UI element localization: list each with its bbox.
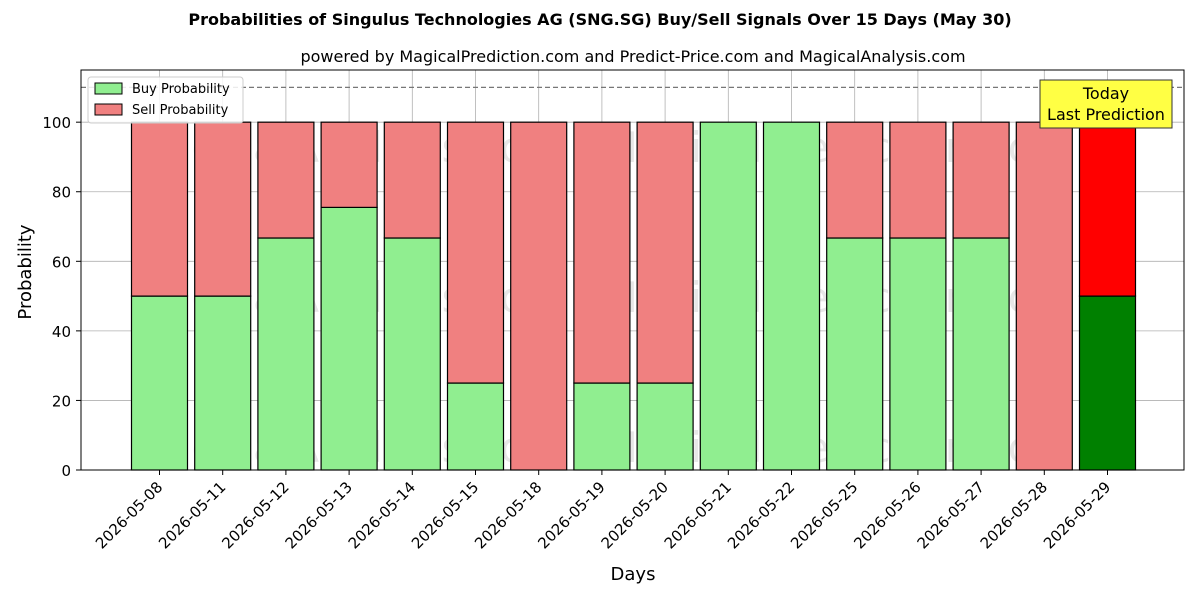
y-tick-labels: 0 20 40 60 80 100 [42, 114, 81, 480]
sell-bar [383, 121, 441, 239]
sell-bar [320, 121, 378, 208]
legend-buy-label: Buy Probability [132, 82, 230, 97]
legend-sell-swatch [94, 103, 123, 116]
sell-bar [952, 121, 1010, 239]
sell-bar [636, 121, 694, 384]
sell-bar [573, 121, 631, 384]
y-tick-label: 80 [52, 184, 71, 202]
today-annotation: Today Last Prediction [1039, 79, 1173, 129]
x-tick-label: 2026-05-29 [1040, 478, 1114, 552]
x-tick-label: 2026-05-19 [534, 478, 608, 552]
buy-bar [762, 121, 821, 471]
x-tick-label: 2026-05-15 [408, 478, 482, 552]
x-tick-label: 2026-05-18 [471, 478, 545, 552]
y-tick-label: 100 [42, 114, 71, 132]
buy-bar [383, 237, 441, 471]
x-tick-label: 2026-05-22 [724, 478, 798, 552]
y-tick-label: 0 [61, 462, 71, 480]
annotation-line-last-prediction: Last Prediction [1047, 105, 1165, 124]
legend-buy-swatch [94, 82, 123, 95]
buy-bar [889, 237, 947, 471]
x-tick-label: 2026-05-26 [850, 478, 924, 552]
y-tick-label: 40 [52, 323, 71, 341]
x-tick-label: 2026-05-08 [92, 478, 166, 552]
buy-bar [952, 237, 1010, 471]
sell-bar [257, 121, 315, 239]
buy-bar [573, 382, 631, 471]
x-tick-labels: 2026-05-082026-05-112026-05-122026-05-13… [92, 470, 1114, 552]
x-tick-label: 2026-05-14 [345, 478, 419, 552]
legend-box [87, 76, 244, 124]
annotation-box [1039, 79, 1173, 129]
sell-bar [826, 121, 884, 239]
buy-bar [194, 295, 252, 471]
sell-bar [1015, 121, 1073, 471]
plot-frame [80, 69, 1185, 471]
legend-sell-label: Sell Probability [132, 103, 229, 118]
buy-bar [130, 295, 189, 471]
sell-bar [446, 121, 505, 384]
bars-layer [130, 121, 1137, 471]
sell-bar [130, 121, 189, 297]
legend: Buy Probability Sell Probability [87, 76, 244, 124]
y-tick-label: 60 [52, 253, 71, 271]
sell-bar [510, 121, 568, 471]
x-tick-label: 2026-05-21 [661, 478, 735, 552]
axes-layer [80, 69, 1185, 471]
x-tick-label: 2026-05-27 [914, 478, 988, 552]
chart-subtitle: powered by MagicalPrediction.com and Pre… [300, 47, 965, 66]
buy-bar [257, 237, 315, 471]
buy-bar [446, 382, 505, 471]
sell-bar [889, 121, 947, 239]
sell-bar [194, 121, 252, 297]
x-tick-label: 2026-05-28 [977, 478, 1051, 552]
sell-bar [1078, 121, 1137, 297]
chart-title: Probabilities of Singulus Technologies A… [188, 10, 1011, 29]
buy-bar [636, 382, 694, 471]
annotation-line-today: Today [1082, 84, 1129, 103]
x-tick-label: 2026-05-25 [787, 478, 861, 552]
x-tick-label: 2026-05-12 [218, 478, 292, 552]
x-axis-label: Days [611, 564, 656, 585]
y-axis-label: Probability [15, 224, 36, 319]
buy-bar [320, 206, 378, 471]
buy-bar [699, 121, 757, 471]
x-tick-label: 2026-05-13 [282, 478, 356, 552]
buy-bar [1078, 295, 1137, 471]
x-tick-label: 2026-05-11 [155, 478, 229, 552]
x-tick-label: 2026-05-20 [598, 478, 672, 552]
buy-bar [826, 237, 884, 471]
y-tick-label: 20 [52, 392, 71, 410]
